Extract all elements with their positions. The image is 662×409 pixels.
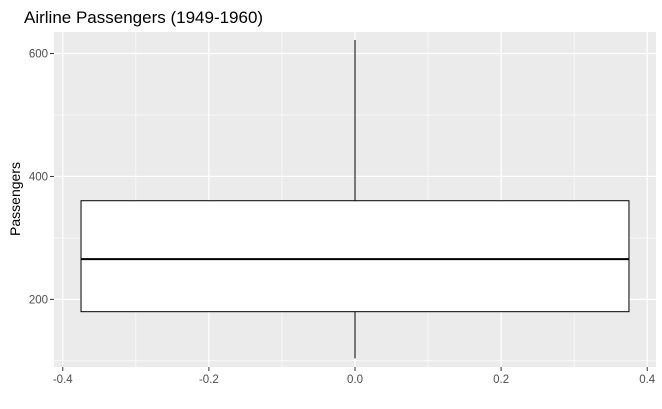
y-tick-label: 200 — [29, 294, 48, 306]
y-axis-label: Passengers — [7, 162, 23, 236]
x-tick-label: 0.4 — [639, 374, 656, 386]
boxplot — [80, 39, 630, 359]
x-axis: -0.4 -0.2 0.0 0.2 0.4 — [53, 367, 656, 386]
y-tick-label: 400 — [29, 171, 48, 183]
x-tick-label: -0.4 — [53, 374, 73, 386]
x-tick-label: 0.0 — [347, 374, 363, 386]
y-axis: 200 400 600 — [29, 49, 54, 306]
iqr-box — [80, 200, 630, 313]
y-tick-label: 600 — [29, 49, 48, 61]
x-tick-label: -0.2 — [199, 374, 219, 386]
x-tick-label: 0.2 — [493, 374, 509, 386]
chart-title: Airline Passengers (1949-1960) — [24, 8, 263, 27]
